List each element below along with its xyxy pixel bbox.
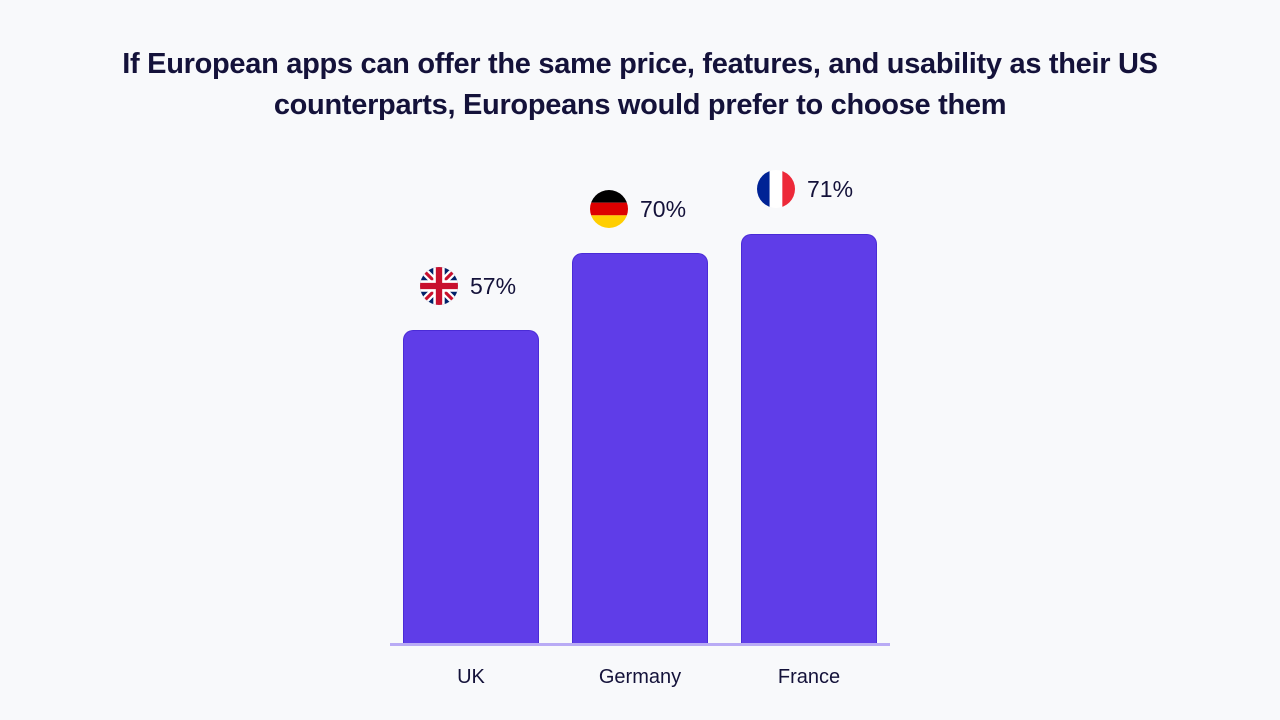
- chart-title-line-2: counterparts, Europeans would prefer to …: [273, 89, 1007, 121]
- france-flag-icon: [757, 170, 795, 208]
- bar-chart: 57% UK 70% Germany 71% France: [390, 150, 890, 690]
- germany-flag-icon: [590, 190, 628, 228]
- value-text-uk: 57%: [470, 272, 517, 299]
- chart-title-line-1: If European apps can offer the same pric…: [122, 48, 1158, 80]
- bar-france: [741, 234, 877, 643]
- value-label-uk: 57%: [420, 267, 516, 305]
- chart-title: If European apps can offer the same pric…: [0, 44, 1280, 126]
- category-label-france: France: [777, 666, 841, 688]
- x-axis-line: [390, 643, 890, 646]
- value-text-germany: 70%: [640, 195, 687, 222]
- value-label-germany: 70%: [590, 190, 686, 228]
- value-label-france: 71%: [757, 170, 853, 208]
- uk-flag-icon: [420, 267, 458, 305]
- category-label-germany: Germany: [598, 666, 682, 688]
- category-label-uk: UK: [457, 666, 485, 688]
- bar-germany: [572, 253, 708, 643]
- bar-uk: [403, 330, 539, 643]
- value-text-france: 71%: [807, 175, 854, 202]
